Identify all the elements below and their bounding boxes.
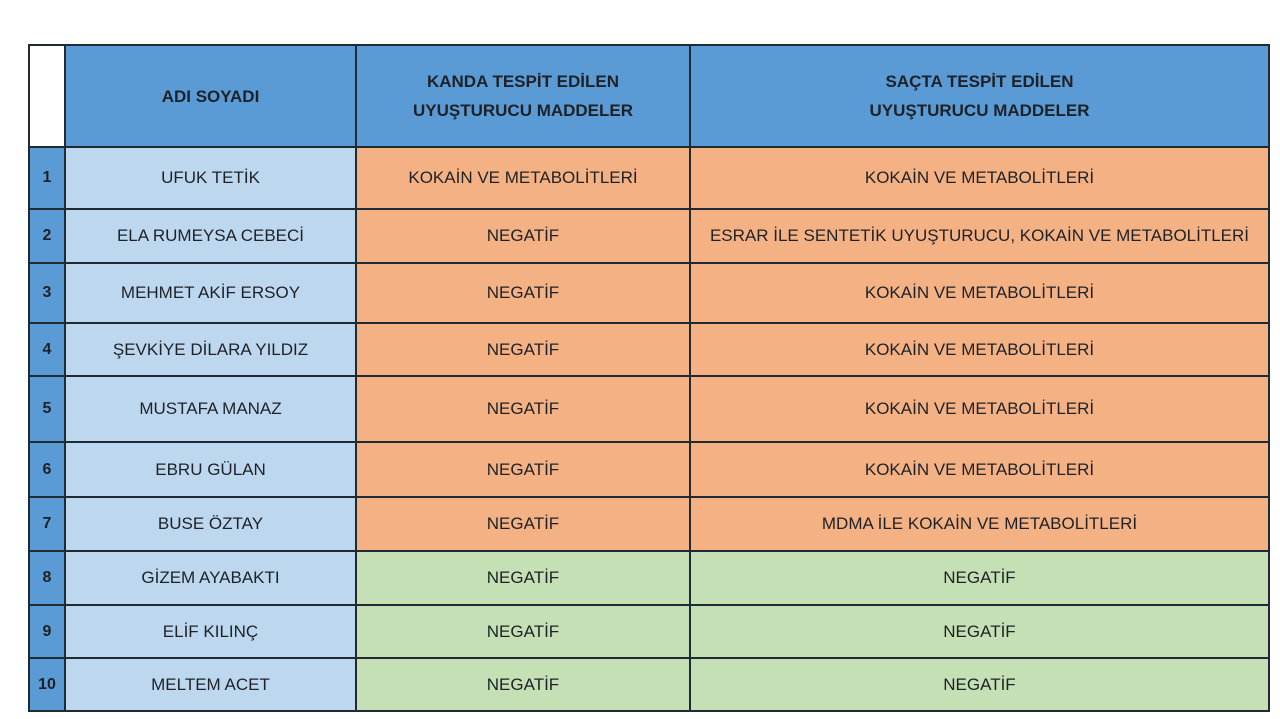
table-row: 10 MELTEM ACET NEGATİF NEGATİF xyxy=(28,657,1270,712)
table-row: 1 UFUK TETİK KOKAİN VE METABOLİTLERİ KOKAİN… xyxy=(28,146,1270,210)
table-row: 6 EBRU GÜLAN NEGATİF KOKAİN VE METABOLİTLER… xyxy=(28,441,1270,498)
results-table: ADI SOYADI KANDA TESPİT EDİLEN UYUŞTURUCU… xyxy=(28,44,1270,712)
row-number: 6 xyxy=(28,441,66,498)
person-name: ELA RUMEYSA CEBECİ xyxy=(64,208,357,264)
header-hair: SAÇTA TESPİT EDİLEN UYUŞTURUCU MADDELER xyxy=(689,44,1270,148)
hair-result: ESRAR İLE SENTETİK UYUŞTURUCU, KOKAİN VE… xyxy=(689,208,1270,264)
blood-result: NEGATİF xyxy=(355,550,691,606)
row-number: 7 xyxy=(28,496,66,552)
blood-result: KOKAİN VE METABOLİTLERİ xyxy=(355,146,691,210)
row-number: 5 xyxy=(28,375,66,443)
hair-result: KOKAİN VE METABOLİTLERİ xyxy=(689,146,1270,210)
blood-result: NEGATİF xyxy=(355,262,691,324)
row-number: 10 xyxy=(28,657,66,712)
row-number: 9 xyxy=(28,604,66,659)
hair-result: KOKAİN VE METABOLİTLERİ xyxy=(689,375,1270,443)
table-row: 4 ŞEVKİYE DİLARA YILDIZ NEGATİF KOKAİN VE M… xyxy=(28,322,1270,377)
person-name: UFUK TETİK xyxy=(64,146,357,210)
header-blood-line2: UYUŞTURUCU MADDELER xyxy=(412,101,634,120)
table-row: 3 MEHMET AKİF ERSOY NEGATİF KOKAİN VE METAB… xyxy=(28,262,1270,324)
person-name: GİZEM AYABAKTI xyxy=(64,550,357,606)
blood-result: NEGATİF xyxy=(355,322,691,377)
hair-result: MDMA İLE KOKAİN VE METABOLİTLERİ xyxy=(689,496,1270,552)
row-number: 1 xyxy=(28,146,66,210)
person-name: EBRU GÜLAN xyxy=(64,441,357,498)
header-index xyxy=(28,44,66,148)
hair-result: KOKAİN VE METABOLİTLERİ xyxy=(689,262,1270,324)
blood-result: NEGATİF xyxy=(355,496,691,552)
hair-result: NEGATİF xyxy=(689,604,1270,659)
row-number: 4 xyxy=(28,322,66,377)
person-name: MELTEM ACET xyxy=(64,657,357,712)
blood-result: NEGATİF xyxy=(355,375,691,443)
row-number: 8 xyxy=(28,550,66,606)
table-row: 8 GİZEM AYABAKTI NEGATİF NEGATİF xyxy=(28,550,1270,606)
header-blood: KANDA TESPİT EDİLEN UYUŞTURUCU MADDELER xyxy=(355,44,691,148)
header-hair-line2: UYUŞTURUCU MADDELER xyxy=(869,101,1090,120)
row-number: 3 xyxy=(28,262,66,324)
blood-result: NEGATİF xyxy=(355,657,691,712)
table-row: 2 ELA RUMEYSA CEBECİ NEGATİF ESRAR İLE SENT… xyxy=(28,208,1270,264)
table-row: 5 MUSTAFA MANAZ NEGATİF KOKAİN VE METABOLİT… xyxy=(28,375,1270,443)
header-hair-line1: SAÇTA TESPİT EDİLEN xyxy=(885,72,1074,91)
hair-result: KOKAİN VE METABOLİTLERİ xyxy=(689,441,1270,498)
header-blood-line1: KANDA TESPİT EDİLEN xyxy=(426,72,620,91)
person-name: ELİF KILINÇ xyxy=(64,604,357,659)
hair-result: NEGATİF xyxy=(689,657,1270,712)
blood-result: NEGATİF xyxy=(355,441,691,498)
blood-result: NEGATİF xyxy=(355,208,691,264)
person-name: MEHMET AKİF ERSOY xyxy=(64,262,357,324)
hair-result: NEGATİF xyxy=(689,550,1270,606)
person-name: MUSTAFA MANAZ xyxy=(64,375,357,443)
header-name: ADI SOYADI xyxy=(64,44,357,148)
row-number: 2 xyxy=(28,208,66,264)
header-row: ADI SOYADI KANDA TESPİT EDİLEN UYUŞTURUCU… xyxy=(28,44,1270,148)
blood-result: NEGATİF xyxy=(355,604,691,659)
person-name: ŞEVKİYE DİLARA YILDIZ xyxy=(64,322,357,377)
hair-result: KOKAİN VE METABOLİTLERİ xyxy=(689,322,1270,377)
table-row: 7 BUSE ÖZTAY NEGATİF MDMA İLE KOKAİN VE MET… xyxy=(28,496,1270,552)
table-row: 9 ELİF KILINÇ NEGATİF NEGATİF xyxy=(28,604,1270,659)
person-name: BUSE ÖZTAY xyxy=(64,496,357,552)
